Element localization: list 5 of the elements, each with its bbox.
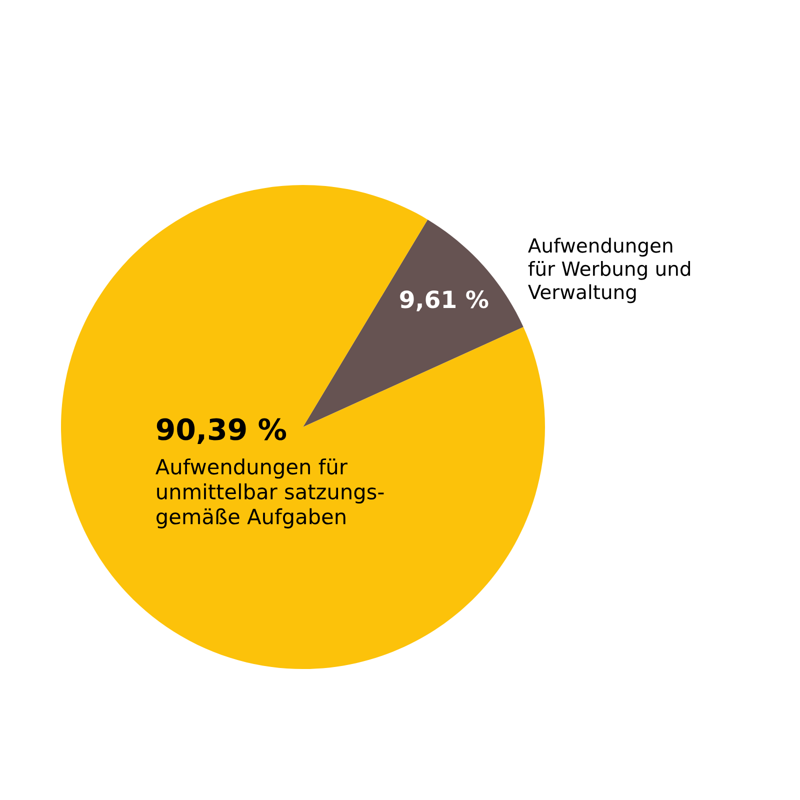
pie-slice [303, 220, 524, 427]
slice-label: Aufwendungen für Werbung und Verwaltung [528, 238, 690, 304]
slice-label: Aufwendungen für unmittelbar satzungs- gemäße Aufgaben [156, 458, 384, 528]
data-label: 9,61 % [400, 290, 488, 312]
data-label: 90,39 % [156, 418, 286, 444]
